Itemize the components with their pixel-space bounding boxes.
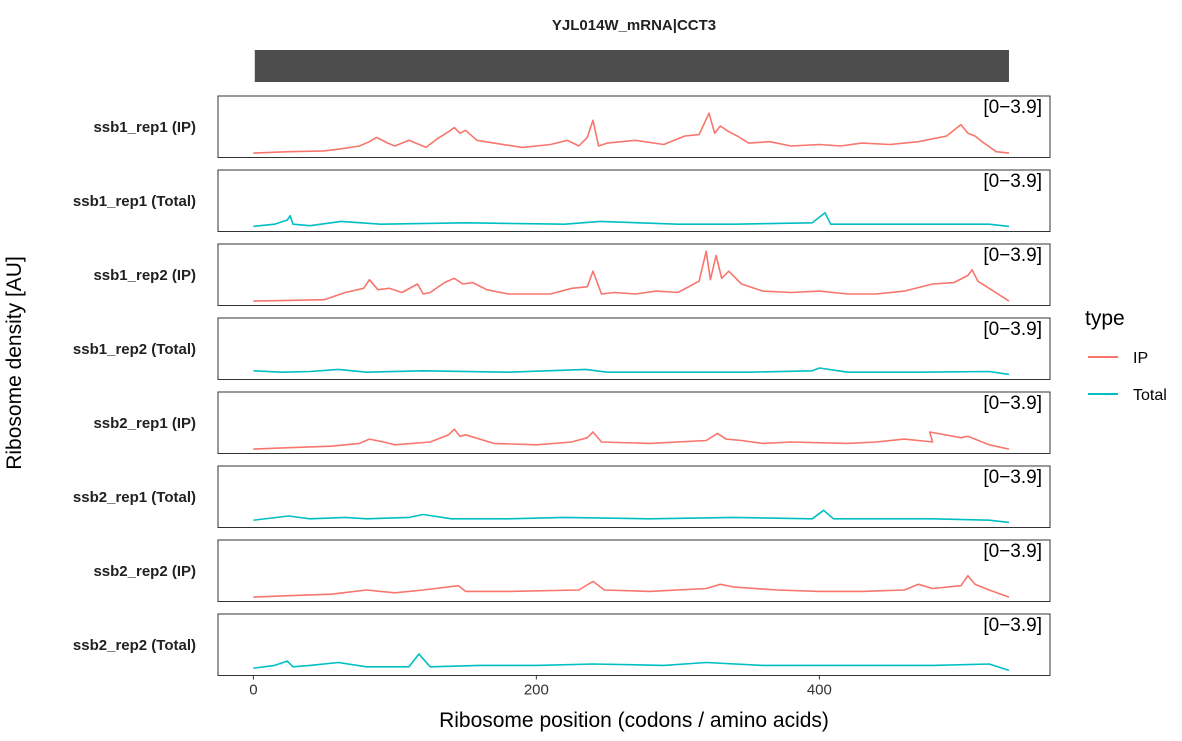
panel-label: ssb2_rep2 (IP)	[93, 563, 196, 580]
panels-group: ssb1_rep1 (IP) [0−3.9] ssb1_rep1 (Total) [0…	[73, 95, 1051, 676]
panel-range-label: [0−3.9]	[983, 467, 1042, 488]
panel-range-label: [0−3.9]	[983, 171, 1042, 192]
series-line-ip	[253, 574, 1010, 598]
series-line-total	[253, 212, 1010, 228]
panel-frame	[217, 613, 1051, 676]
panel-6: ssb2_rep2 (IP) [0−3.9]	[93, 539, 1051, 602]
panel-label: ssb2_rep1 (IP)	[93, 415, 196, 432]
x-axis: 0 200 400	[249, 675, 832, 699]
panel-1: ssb1_rep1 (Total) [0−3.9]	[73, 169, 1051, 232]
x-tick-label: 0	[249, 682, 257, 699]
panel-label: ssb2_rep2 (Total)	[73, 637, 196, 654]
panel-label: ssb1_rep2 (IP)	[93, 267, 196, 284]
series-line-total	[253, 653, 1010, 672]
panel-5: ssb2_rep1 (Total) [0−3.9]	[73, 465, 1051, 528]
panel-range-label: [0−3.9]	[983, 615, 1042, 636]
panel-0: ssb1_rep1 (IP) [0−3.9]	[93, 95, 1051, 158]
panel-3: ssb1_rep2 (Total) [0−3.9]	[73, 317, 1051, 380]
series-line-ip	[253, 112, 1010, 154]
legend-ip-label: IP	[1133, 350, 1148, 367]
series-line-total	[253, 509, 1010, 524]
panel-range-label: [0−3.9]	[983, 245, 1042, 266]
series-line-ip	[253, 428, 1010, 450]
panel-range-label: [0−3.9]	[983, 319, 1042, 340]
legend: type IP Total	[1085, 307, 1167, 404]
panel-frame	[217, 243, 1051, 306]
panel-range-label: [0−3.9]	[983, 541, 1042, 562]
panel-label: ssb1_rep1 (Total)	[73, 193, 196, 210]
panel-4: ssb2_rep1 (IP) [0−3.9]	[93, 391, 1051, 454]
chart-title: YJL014W_mRNA|CCT3	[552, 17, 716, 34]
x-tick-label: 400	[807, 682, 832, 699]
cds-bar	[254, 50, 1009, 82]
panel-label: ssb1_rep2 (Total)	[73, 341, 196, 358]
legend-total-label: Total	[1133, 387, 1167, 404]
panel-range-label: [0−3.9]	[983, 97, 1042, 118]
panel-frame	[217, 465, 1051, 528]
x-axis-label: Ribosome position (codons / amino acids)	[439, 709, 829, 732]
legend-title: type	[1085, 307, 1125, 330]
series-line-ip	[253, 250, 1010, 302]
panel-frame	[217, 317, 1051, 380]
x-tick-label: 200	[524, 682, 549, 699]
panel-label: ssb2_rep1 (Total)	[73, 489, 196, 506]
panel-frame	[217, 95, 1051, 158]
panel-label: ssb1_rep1 (IP)	[93, 119, 196, 136]
panel-7: ssb2_rep2 (Total) [0−3.9]	[73, 613, 1051, 676]
panel-2: ssb1_rep2 (IP) [0−3.9]	[93, 243, 1051, 306]
panel-frame	[217, 169, 1051, 232]
y-axis-label: Ribosome density [AU]	[3, 256, 26, 470]
panel-range-label: [0−3.9]	[983, 393, 1042, 414]
series-line-total	[253, 367, 1010, 376]
